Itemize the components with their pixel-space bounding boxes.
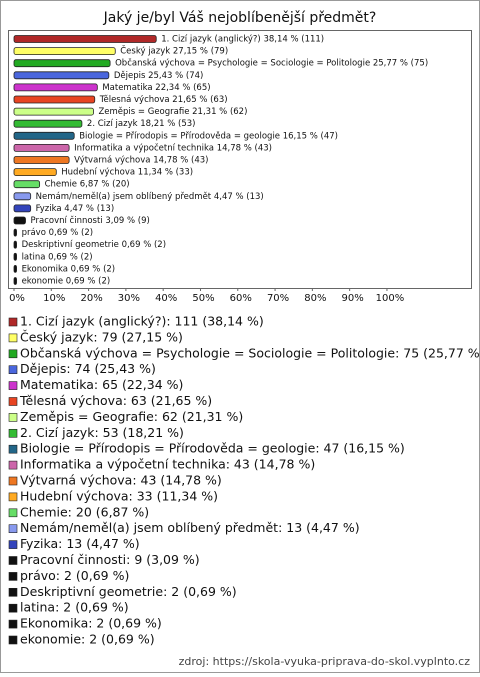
legend-label: Fyzika: 13 (4,47 %) bbox=[20, 536, 140, 551]
legend-label: 2. Cizí jazyk: 53 (18,21 %) bbox=[20, 425, 184, 440]
bar bbox=[13, 168, 57, 177]
bar bbox=[13, 107, 94, 116]
bar bbox=[13, 252, 17, 261]
bar-label: Ekonomika 0,69 % (2) bbox=[22, 264, 116, 274]
bar-label: Matematika 22,34 % (65) bbox=[102, 83, 210, 93]
bar bbox=[13, 83, 98, 92]
bar bbox=[13, 71, 110, 80]
bar bbox=[13, 264, 17, 273]
legend-label: Tělesná výchova: 63 (21,65 %) bbox=[19, 393, 212, 408]
legend-swatch bbox=[8, 572, 18, 581]
bar-label: Chemie 6,87 % (20) bbox=[45, 180, 130, 190]
legend-label: Občanská výchova = Psychologie = Sociolo… bbox=[20, 345, 480, 360]
legend-swatch bbox=[8, 444, 18, 454]
legend-swatch bbox=[8, 317, 18, 327]
legend-swatch bbox=[8, 492, 18, 502]
legend-label: Hudební výchova: 33 (11,34 %) bbox=[20, 488, 218, 503]
plot-frame bbox=[8, 30, 472, 289]
bar-label: ekonomie 0,69 % (2) bbox=[22, 277, 111, 287]
legend-label: Deskriptivní geometrie: 2 (0,69 %) bbox=[20, 584, 237, 599]
bar-label: Pracovní činnosti 3,09 % (9) bbox=[31, 215, 150, 226]
bar bbox=[13, 119, 83, 128]
x-tick-label: 80% bbox=[304, 293, 326, 304]
bar-label: Český jazyk 27,15 % (79) bbox=[120, 45, 228, 57]
bar-label: Občanská výchova = Psychologie = Sociolo… bbox=[115, 58, 428, 69]
legend-label: Český jazyk: 79 (27,15 %) bbox=[20, 329, 183, 344]
bar bbox=[13, 228, 17, 237]
bar bbox=[13, 59, 111, 68]
legend-label: právo: 2 (0,69 %) bbox=[20, 568, 129, 583]
legend-label: Matematika: 65 (22,34 %) bbox=[20, 377, 183, 392]
legend-label: Zeměpis = Geografie: 62 (21,31 %) bbox=[20, 409, 243, 424]
legend-swatch bbox=[8, 556, 18, 565]
legend-swatch bbox=[8, 397, 18, 406]
bar-label: právo 0,69 % (2) bbox=[22, 228, 93, 238]
legend-swatch bbox=[8, 365, 18, 375]
bar-label: 1. Cizí jazyk (anglický?) 38,14 % (111) bbox=[161, 35, 324, 45]
legend-label: Chemie: 20 (6,87 %) bbox=[20, 504, 149, 519]
legend-swatch bbox=[8, 540, 18, 549]
legend-label: 1. Cizí jazyk (anglický?): 111 (38,14 %) bbox=[20, 314, 264, 329]
legend-label: Nemám/neměl(a) jsem oblíbený předmět: 13… bbox=[20, 520, 360, 535]
bar-label: Fyzika 4,47 % (13) bbox=[36, 204, 115, 214]
legend-label: Dějepis: 74 (25,43 %) bbox=[20, 361, 156, 376]
legend-label: ekonomie: 2 (0,69 %) bbox=[20, 632, 155, 647]
legend-swatch bbox=[8, 413, 18, 422]
legend-swatch bbox=[8, 381, 18, 390]
bar bbox=[13, 35, 157, 43]
legend-swatch bbox=[8, 333, 18, 343]
x-tick-label: 10% bbox=[43, 293, 65, 304]
x-tick-label: 100% bbox=[376, 293, 405, 304]
legend-label: Výtvarná výchova: 43 (14,78 %) bbox=[20, 473, 222, 488]
legend-swatch bbox=[8, 460, 18, 470]
legend-swatch bbox=[8, 587, 18, 597]
legend-label: Biologie = Přírodopis = Přírodověda = ge… bbox=[20, 441, 405, 456]
bar bbox=[13, 156, 70, 164]
bar-label: Biologie = Přírodopis = Přírodověda = ge… bbox=[79, 131, 338, 141]
legend-swatch bbox=[8, 524, 18, 534]
bar-label: Tělesná výchova 21,65 % (63) bbox=[99, 95, 228, 105]
bar bbox=[13, 277, 17, 285]
legend-swatch bbox=[8, 428, 18, 438]
x-tick-label: 0% bbox=[9, 293, 25, 304]
bar-label: Zeměpis = Geografie 21,31 % (62) bbox=[98, 107, 247, 117]
legend-swatch bbox=[8, 476, 18, 486]
bar bbox=[13, 204, 32, 213]
bar-label: 2. Cizí jazyk 18,21 % (53) bbox=[87, 119, 196, 129]
bar-label: Výtvarná výchova 14,78 % (43) bbox=[74, 156, 208, 166]
bar bbox=[13, 47, 116, 55]
legend-label: Informatika a výpočetní technika: 43 (14… bbox=[20, 457, 315, 472]
x-tick-label: 60% bbox=[230, 293, 252, 304]
bar bbox=[13, 216, 26, 225]
legend-swatch bbox=[8, 635, 18, 645]
bar bbox=[13, 240, 17, 249]
bar bbox=[13, 180, 41, 189]
bar-label: Deskriptivní geometrie 0,69 % (2) bbox=[22, 240, 166, 250]
bar bbox=[13, 131, 75, 140]
x-tick-label: 50% bbox=[192, 293, 214, 304]
x-tick-label: 70% bbox=[267, 293, 289, 304]
x-tick-label: 30% bbox=[118, 293, 140, 304]
x-tick-label: 40% bbox=[155, 293, 177, 304]
bar bbox=[13, 143, 70, 152]
legend-label: Ekonomika: 2 (0,69 %) bbox=[20, 616, 162, 631]
bar-label: Dějepis 25,43 % (74) bbox=[114, 71, 204, 81]
bar bbox=[13, 95, 96, 104]
x-tick-label: 90% bbox=[342, 293, 364, 304]
legend-swatch bbox=[8, 349, 18, 359]
legend-label: latina: 2 (0,69 %) bbox=[20, 600, 129, 615]
legend-swatch bbox=[8, 603, 18, 613]
bar bbox=[13, 192, 32, 201]
bar-label: Informatika a výpočetní technika 14,78 %… bbox=[74, 142, 272, 153]
legend-swatch bbox=[8, 619, 18, 629]
bar-label: latina 0,69 % (2) bbox=[22, 252, 93, 262]
chart-title: Jaký je/byl Váš nejoblíbenější předmět? bbox=[103, 10, 377, 26]
bar-label: Hudební výchova 11,34 % (33) bbox=[61, 168, 193, 178]
x-tick-label: 20% bbox=[80, 293, 102, 304]
legend-swatch bbox=[8, 508, 18, 518]
bar-label: Nemám/neměl(a) jsem oblíbený předmět 4,4… bbox=[36, 192, 264, 202]
source: zdroj: https://skola-vyuka-priprava-do-s… bbox=[179, 655, 471, 668]
legend-label: Pracovní činnosti: 9 (3,09 %) bbox=[20, 552, 200, 567]
